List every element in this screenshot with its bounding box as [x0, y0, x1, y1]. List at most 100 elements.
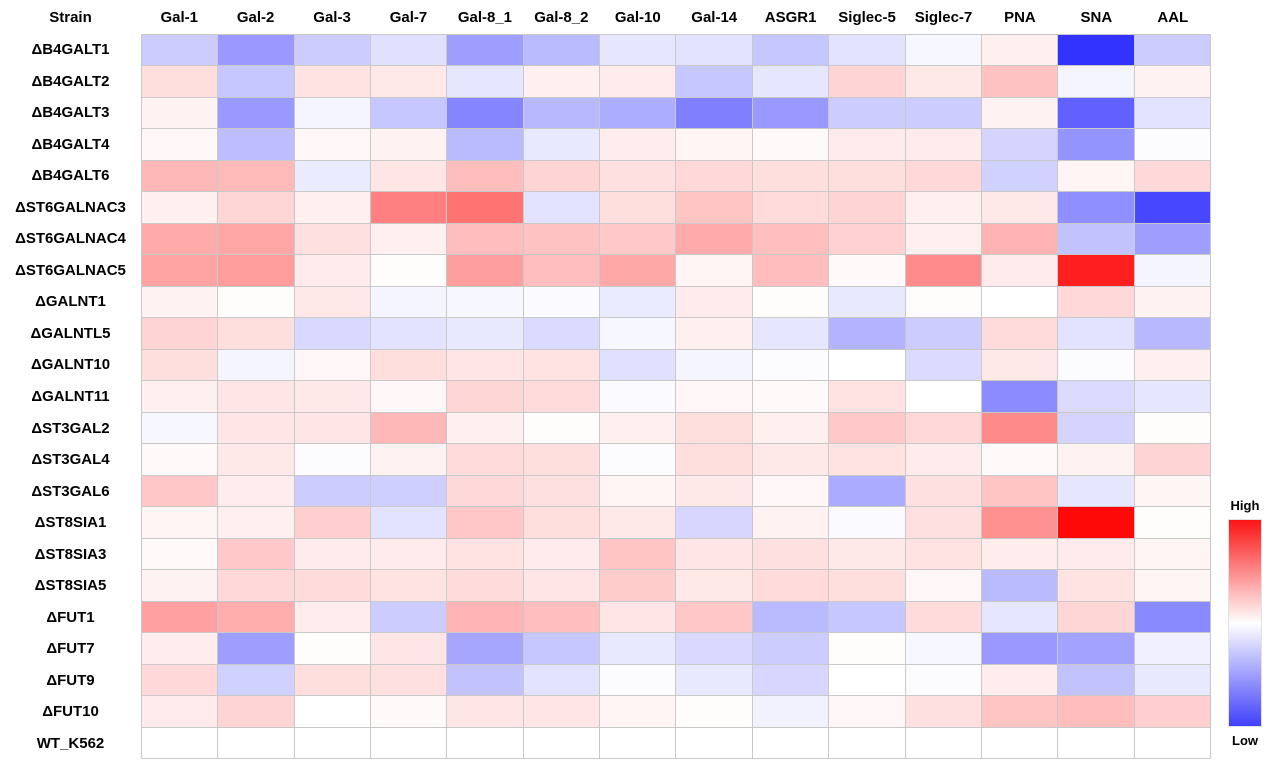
heatmap-cell [371, 475, 447, 507]
heatmap-cell [1134, 601, 1210, 633]
heatmap-cell [294, 475, 371, 507]
heatmap-cell [676, 444, 752, 475]
heatmap-cell [294, 444, 371, 475]
heatmap-cell [752, 727, 829, 758]
row-label-ΔGALNT11: ΔGALNT11 [31, 387, 110, 405]
heatmap-cell [752, 35, 829, 66]
heatmap-cell [829, 507, 905, 538]
heatmap-cell [447, 507, 523, 538]
heatmap-cell [600, 633, 676, 664]
heatmap-cell [600, 664, 676, 696]
heatmap-cell [1134, 129, 1210, 160]
heatmap-cell [981, 601, 1058, 633]
heatmap-cell [371, 601, 447, 633]
heatmap-cell [447, 192, 523, 223]
heatmap-cell [447, 727, 523, 758]
heatmap-cell [600, 570, 676, 601]
heatmap-cell [371, 444, 447, 475]
heatmap-cell [523, 129, 600, 160]
heatmap-cell [981, 35, 1058, 66]
heatmap-cell [218, 444, 294, 475]
row-label-ΔST3GAL6: ΔST3GAL6 [31, 482, 110, 500]
heatmap-cell [905, 223, 981, 255]
heatmap-cell [294, 381, 371, 412]
heatmap-cell [142, 35, 218, 66]
heatmap-cell [1058, 129, 1134, 160]
heatmap-cell [218, 727, 294, 758]
heatmap-cell [1058, 475, 1134, 507]
heatmap-cell [752, 633, 829, 664]
heatmap-cell [523, 601, 600, 633]
heatmap-cell [1134, 633, 1210, 664]
heatmap-cell [676, 35, 752, 66]
heatmap-cell [371, 633, 447, 664]
heatmap-cell [905, 35, 981, 66]
heatmap-cell [600, 160, 676, 192]
heatmap-cell [218, 35, 294, 66]
heatmap-cell [829, 129, 905, 160]
colorbar-low-label: Low [1232, 732, 1258, 748]
heatmap-cell [523, 318, 600, 349]
heatmap-cell [676, 349, 752, 381]
heatmap-cell [829, 727, 905, 758]
heatmap-cell [447, 664, 523, 696]
heatmap-cell [905, 664, 981, 696]
heatmap-cell [829, 664, 905, 696]
heatmap-cell [142, 538, 218, 570]
heatmap-cell [1134, 349, 1210, 381]
heatmap-cell [371, 381, 447, 412]
heatmap-cell [447, 381, 523, 412]
heatmap-cell [829, 538, 905, 570]
heatmap-cell [600, 507, 676, 538]
heatmap-cell [371, 538, 447, 570]
heatmap-cell [752, 160, 829, 192]
heatmap-cell [447, 444, 523, 475]
heatmap-cell [1058, 633, 1134, 664]
heatmap-cell [600, 318, 676, 349]
heatmap-cell [752, 349, 829, 381]
heatmap-cell [905, 192, 981, 223]
heatmap-cell [676, 538, 752, 570]
heatmap-cell [294, 66, 371, 97]
heatmap-cell [752, 664, 829, 696]
heatmap-cell [829, 318, 905, 349]
heatmap-cell [1134, 538, 1210, 570]
heatmap-cell [752, 255, 829, 286]
heatmap-cell [294, 160, 371, 192]
heatmap-cell [829, 349, 905, 381]
heatmap-cell [981, 286, 1058, 318]
heatmap-cell [752, 286, 829, 318]
heatmap-cell [523, 35, 600, 66]
heatmap-cell [676, 727, 752, 758]
heatmap-cell [1058, 97, 1134, 129]
heatmap-cell [294, 349, 371, 381]
row-label-ΔFUT9: ΔFUT9 [46, 671, 95, 689]
heatmap-cell [1134, 255, 1210, 286]
heatmap-cell [676, 696, 752, 727]
heatmap-cell [218, 381, 294, 412]
heatmap-cell [1058, 570, 1134, 601]
heatmap-cell [218, 664, 294, 696]
column-header-AAL: AAL [1157, 8, 1189, 26]
column-header-SNA: SNA [1080, 8, 1113, 26]
row-label-ΔFUT1: ΔFUT1 [46, 608, 95, 626]
heatmap-cell [142, 318, 218, 349]
heatmap-cell [142, 601, 218, 633]
heatmap-cell [676, 192, 752, 223]
heatmap-cell [218, 601, 294, 633]
heatmap-cell [447, 349, 523, 381]
heatmap-cell [294, 223, 371, 255]
heatmap-cell [1134, 223, 1210, 255]
heatmap-cell [905, 507, 981, 538]
heatmap-cell [218, 633, 294, 664]
heatmap-cell [294, 412, 371, 444]
heatmap-cell [752, 66, 829, 97]
heatmap-cell [523, 349, 600, 381]
colorbar-gradient [1228, 519, 1262, 727]
heatmap-cell [600, 129, 676, 160]
heatmap-cell [905, 97, 981, 129]
heatmap-cell [523, 507, 600, 538]
heatmap-cell [523, 696, 600, 727]
heatmap-cell [1058, 664, 1134, 696]
heatmap-cell [752, 97, 829, 129]
